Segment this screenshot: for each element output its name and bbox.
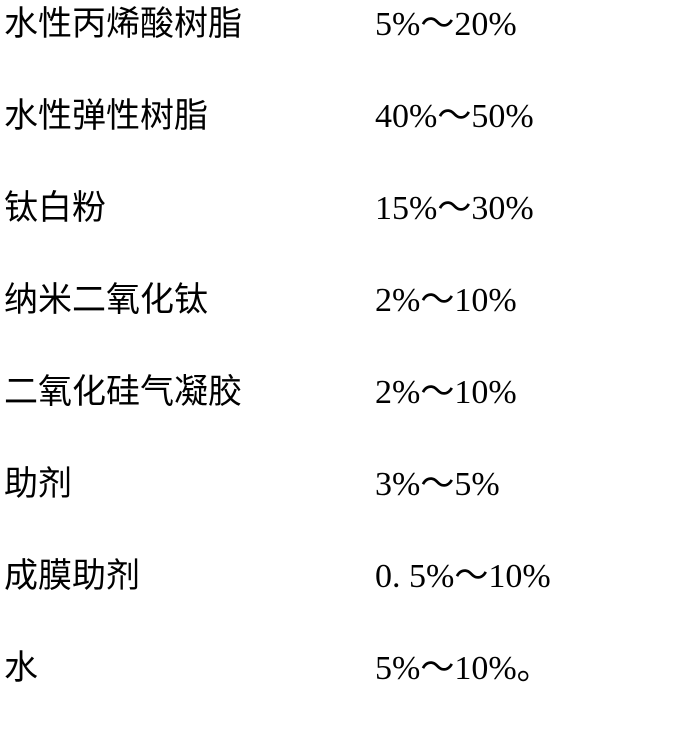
ingredient-value: 40%～50% (375, 100, 534, 134)
ingredient-label: 助剂 (4, 468, 72, 502)
ingredient-label: 二氧化硅气凝胶 (4, 376, 242, 410)
ingredient-label: 水性丙烯酸树脂 (4, 8, 242, 42)
ingredient-value: 2%～10% (375, 376, 517, 410)
ingredient-label: 成膜助剂 (4, 560, 140, 594)
ingredient-value: 2%～10% (375, 284, 517, 318)
ingredient-label: 纳米二氧化钛 (4, 284, 208, 318)
ingredient-value: 15%～30% (375, 192, 534, 226)
ingredient-value: 5%～10%。 (375, 652, 551, 686)
ingredient-value: 3%～5% (375, 468, 500, 502)
ingredient-label: 钛白粉 (4, 192, 106, 226)
ingredient-value: 5%～20% (375, 8, 517, 42)
ingredient-label: 水性弹性树脂 (4, 100, 208, 134)
ingredient-value: 0. 5%～10% (375, 560, 551, 594)
ingredient-label: 水 (4, 652, 38, 686)
